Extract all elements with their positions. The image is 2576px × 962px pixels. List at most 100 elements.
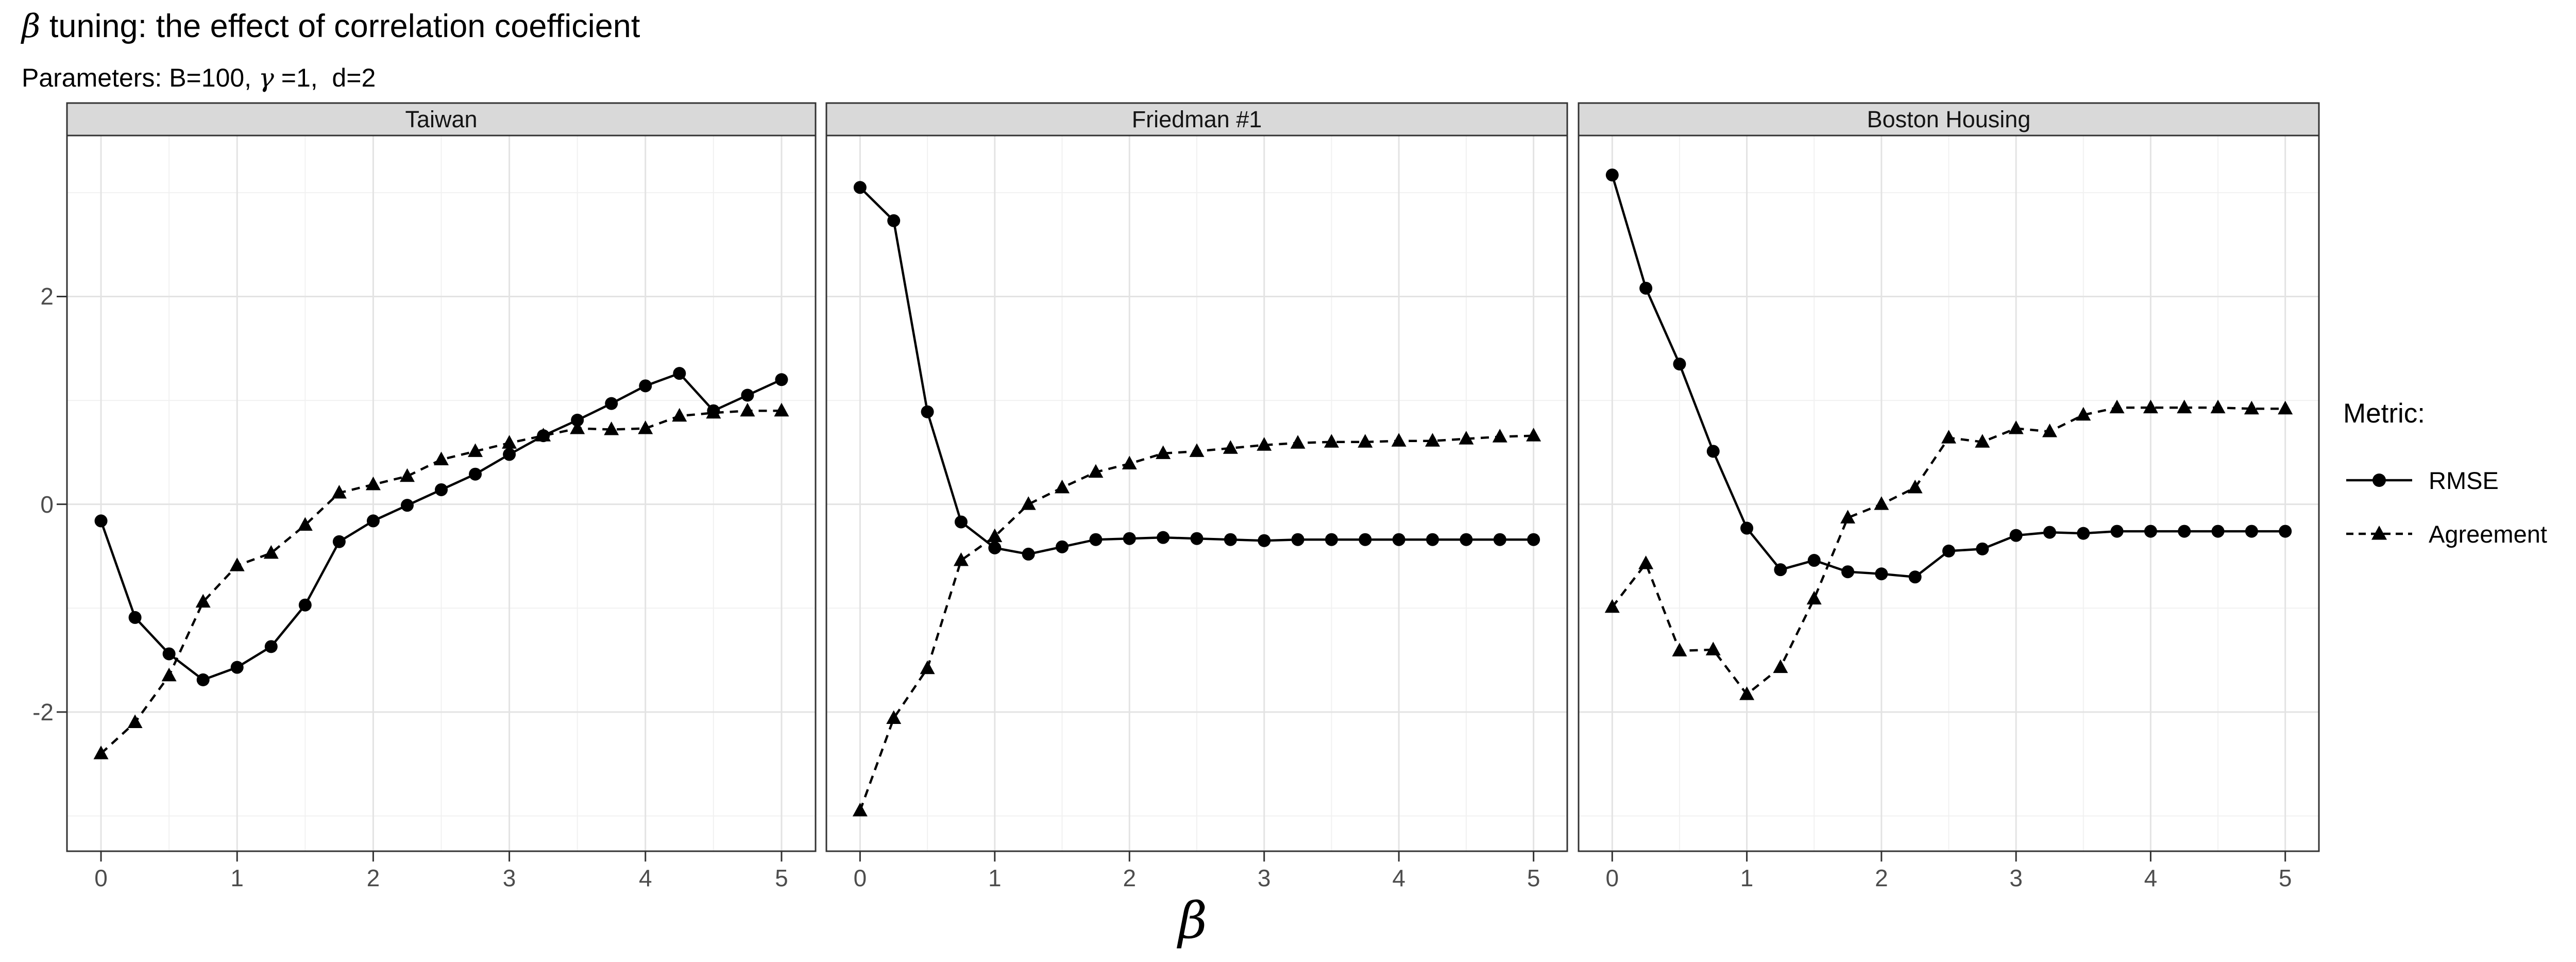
- series-marker-rmse: [503, 448, 516, 461]
- series-marker-agreement: [1055, 479, 1070, 494]
- series-marker-rmse: [230, 661, 244, 674]
- series-marker-rmse: [1460, 533, 1473, 546]
- chart-subtitle: Parameters: B=100, γ =1, d=2: [22, 63, 376, 93]
- series-marker-agreement: [672, 408, 687, 422]
- series-marker-rmse: [1190, 532, 1204, 545]
- facet-strip-taiwan: Taiwan: [405, 106, 478, 132]
- series-marker-agreement: [1705, 642, 1721, 655]
- series-marker-agreement: [2278, 400, 2293, 415]
- x-tick-label: 1: [988, 865, 1002, 891]
- series-marker-agreement: [852, 802, 868, 817]
- series-marker-agreement: [1840, 510, 1856, 524]
- x-tick-label: 4: [1392, 865, 1405, 891]
- series-marker-agreement: [1391, 433, 1406, 447]
- series-marker-rmse: [988, 541, 1002, 554]
- series-marker-rmse: [2077, 527, 2090, 540]
- series-marker-rmse: [1089, 533, 1103, 546]
- series-marker-rmse: [1673, 358, 1686, 371]
- legend-title: Metric:: [2343, 398, 2425, 429]
- series-marker-agreement: [1189, 443, 1205, 457]
- legend-item-rmse: RMSE: [2343, 462, 2576, 498]
- series-marker-rmse: [298, 598, 312, 612]
- x-tick-label: 0: [94, 865, 108, 891]
- series-marker-rmse: [1056, 540, 1069, 553]
- agreement-key-icon: [2346, 526, 2412, 540]
- series-marker-rmse: [1493, 533, 1506, 546]
- series-marker-agreement: [468, 443, 483, 457]
- series-marker-agreement: [161, 667, 177, 682]
- series-marker-agreement: [1604, 599, 1620, 613]
- series-marker-agreement: [1425, 433, 1440, 447]
- x-tick-label: 4: [639, 865, 652, 891]
- series-marker-agreement: [953, 552, 969, 566]
- series-marker-rmse: [741, 389, 754, 402]
- series-marker-agreement: [604, 421, 619, 435]
- series-marker-agreement: [2076, 407, 2091, 421]
- x-tick-label: 4: [2144, 865, 2158, 891]
- series-marker-agreement: [706, 404, 721, 419]
- series-marker-agreement: [331, 484, 347, 499]
- series-marker-agreement: [536, 428, 551, 442]
- series-marker-rmse: [2144, 525, 2157, 538]
- series-marker-rmse: [1976, 542, 1989, 555]
- series-marker-agreement: [502, 435, 517, 449]
- series-marker-rmse: [954, 515, 968, 529]
- facet-strip-friedman: Friedman #1: [1131, 106, 1262, 132]
- series-marker-agreement: [1806, 590, 1822, 605]
- series-marker-agreement: [195, 594, 211, 608]
- x-tick-label: 5: [1527, 865, 1540, 891]
- facet-strip-boston: Boston Housing: [1867, 106, 2031, 132]
- series-marker-rmse: [1639, 281, 1653, 295]
- legend-key-shape: [2372, 474, 2386, 487]
- series-marker-rmse: [128, 611, 142, 624]
- series-marker-agreement: [297, 517, 313, 531]
- series-marker-rmse: [1875, 567, 1888, 581]
- series-marker-rmse: [1291, 533, 1304, 546]
- series-marker-agreement: [2143, 399, 2158, 414]
- series-marker-agreement: [2177, 399, 2192, 414]
- series-marker-rmse: [2211, 525, 2225, 538]
- series-marker-agreement: [1257, 437, 1272, 451]
- series-marker-rmse: [1224, 533, 1237, 546]
- x-tick-label: 2: [1875, 865, 1888, 891]
- series-marker-agreement: [1874, 496, 1889, 510]
- x-tick-label: 0: [1606, 865, 1619, 891]
- subtitle-text-2: =1, d=2: [274, 63, 376, 92]
- series-marker-rmse: [605, 397, 618, 410]
- series-marker-agreement: [263, 545, 279, 559]
- y-tick-label-neg2: -2: [32, 699, 54, 725]
- series-marker-agreement: [1324, 434, 1339, 448]
- series-marker-rmse: [571, 413, 584, 427]
- series-marker-rmse: [1605, 168, 1619, 182]
- series-marker-agreement: [229, 558, 245, 571]
- x-tick-label: 0: [854, 865, 867, 891]
- series-marker-agreement: [1975, 434, 1990, 448]
- beta-symbol: β: [22, 7, 41, 45]
- series-marker-agreement: [399, 468, 415, 482]
- series-marker-agreement: [2210, 399, 2226, 414]
- y-tick-label-2: 2: [40, 283, 54, 310]
- x-tick-label: 1: [230, 865, 244, 891]
- x-tick-label: 1: [1740, 865, 1754, 891]
- series-marker-rmse: [1123, 532, 1136, 545]
- x-tick-label: 2: [1123, 865, 1136, 891]
- x-axis-title: β: [1178, 891, 1208, 950]
- x-tick-label: 3: [2009, 865, 2023, 891]
- series-marker-rmse: [2279, 525, 2292, 538]
- series-marker-agreement: [2244, 400, 2259, 415]
- series-marker-rmse: [1325, 533, 1338, 546]
- series-marker-rmse: [673, 367, 686, 380]
- series-marker-rmse: [2245, 525, 2258, 538]
- series-marker-agreement: [1773, 659, 1788, 673]
- facet-strip-rect: [825, 102, 1568, 137]
- series-marker-agreement: [1672, 643, 1687, 656]
- series-marker-agreement: [1941, 430, 1956, 444]
- series-marker-rmse: [887, 214, 901, 227]
- series-marker-rmse: [366, 514, 380, 528]
- series-marker-agreement: [987, 528, 1003, 543]
- series-marker-rmse: [1392, 533, 1405, 546]
- series-marker-agreement: [127, 714, 143, 729]
- series-marker-agreement: [1459, 431, 1474, 445]
- series-marker-rmse: [1841, 565, 1855, 579]
